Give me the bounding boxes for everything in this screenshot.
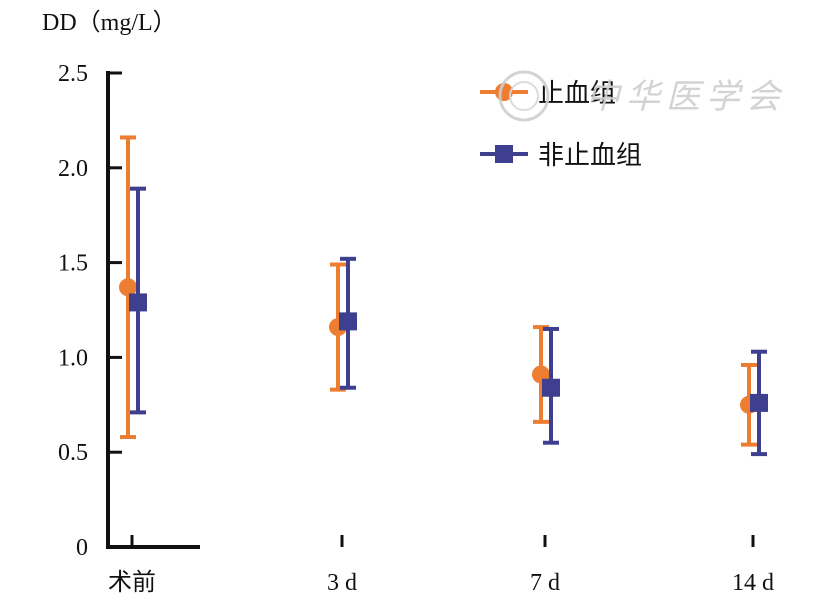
series-1	[119, 135, 758, 447]
data-point	[542, 378, 560, 397]
data-point	[750, 393, 768, 412]
watermark: 中华医学会	[498, 70, 786, 122]
axes	[106, 71, 200, 549]
series-2	[129, 186, 768, 457]
x-tick-label: 14 d	[732, 570, 774, 596]
data-point	[339, 312, 357, 331]
watermark-seal-inner-icon	[509, 81, 539, 111]
y-tick-label: 0	[76, 535, 88, 561]
y-axis-title: DD（mg/L）	[42, 10, 177, 36]
legend-item-2: 非止血组	[480, 141, 642, 171]
x-tick-label: 术前	[108, 569, 156, 596]
data-point	[119, 278, 137, 297]
x-tick-label: 3 d	[327, 570, 357, 596]
x-axis-ticks: 术前 3 d 7 d 14 d	[108, 535, 774, 596]
data-point	[129, 293, 147, 312]
y-axis-ticks: 0 0.5 1.0 1.5 2.0 2.5	[58, 61, 122, 561]
y-tick-label: 0.5	[58, 440, 88, 466]
legend-label: 止血组	[538, 79, 616, 109]
y-tick-label: 1.0	[58, 345, 88, 371]
legend-marker	[495, 145, 513, 163]
x-tick-label: 7 d	[530, 570, 560, 596]
series-layer	[119, 135, 768, 457]
y-tick-label: 1.5	[58, 251, 88, 277]
legend-label: 非止血组	[538, 141, 642, 171]
watermark-seal-icon	[498, 70, 550, 122]
y-tick-label: 2.5	[58, 61, 88, 87]
y-tick-label: 2.0	[58, 156, 88, 182]
watermark-text: 中华医学会	[586, 77, 786, 117]
